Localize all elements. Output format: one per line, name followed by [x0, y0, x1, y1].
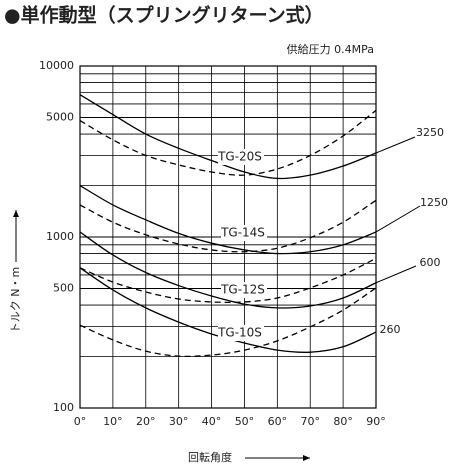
y-axis-label: トルク N・m: [9, 267, 22, 333]
x-tick-label: 80°: [333, 415, 353, 428]
solid-line: [79, 94, 377, 180]
x-arrow-head: [303, 455, 310, 461]
leader-line: [375, 265, 417, 284]
x-tick-label: 60°: [268, 415, 288, 428]
x-tick-label: 20°: [136, 415, 156, 428]
rating-label: 1250: [420, 196, 448, 209]
label-bg: [221, 225, 267, 241]
solid-line: [79, 184, 377, 255]
label-bg: [221, 282, 267, 298]
x-tick-label: 10°: [103, 415, 123, 428]
y-tick-label: 500: [53, 281, 74, 294]
dashed-line: [79, 109, 377, 176]
y-tick-label: 1000: [46, 230, 74, 243]
rating-label: 3250: [416, 126, 444, 139]
label-bg: [218, 325, 264, 341]
label-bg: [218, 149, 264, 165]
y-tick-label: 5000: [46, 110, 74, 123]
x-tick-label: 90°: [366, 415, 386, 428]
x-tick-label: 30°: [169, 415, 189, 428]
x-tick-label: 70°: [300, 415, 320, 428]
y-tick-label: 100: [53, 401, 74, 414]
x-tick-label: 50°: [235, 415, 255, 428]
leader-line: [375, 205, 421, 233]
x-tick-label: 40°: [202, 415, 222, 428]
dashed-line: [79, 257, 377, 304]
plot-frame: [79, 65, 377, 409]
y-tick-label: 10000: [39, 59, 74, 72]
y-arrow-head: [13, 210, 19, 217]
series-label: TG-14S: [220, 226, 265, 240]
x-axis-label: 回転角度: [188, 450, 232, 464]
series-label: TG-12S: [220, 283, 265, 297]
rating-label: 260: [380, 323, 401, 336]
rating-label: 600: [420, 256, 441, 269]
x-tick-label: 0°: [74, 415, 87, 428]
series-label: TG-10S: [217, 326, 262, 340]
leader-line: [375, 136, 416, 154]
subtitle: 供給圧力 0.4MPa: [287, 42, 374, 56]
chart-title: ●単作動型（スプリングリターン式）: [4, 4, 324, 27]
dashed-line: [79, 287, 377, 358]
series-label: TG-20S: [217, 150, 262, 164]
dashed-line: [79, 199, 377, 253]
solid-line: [79, 231, 377, 309]
